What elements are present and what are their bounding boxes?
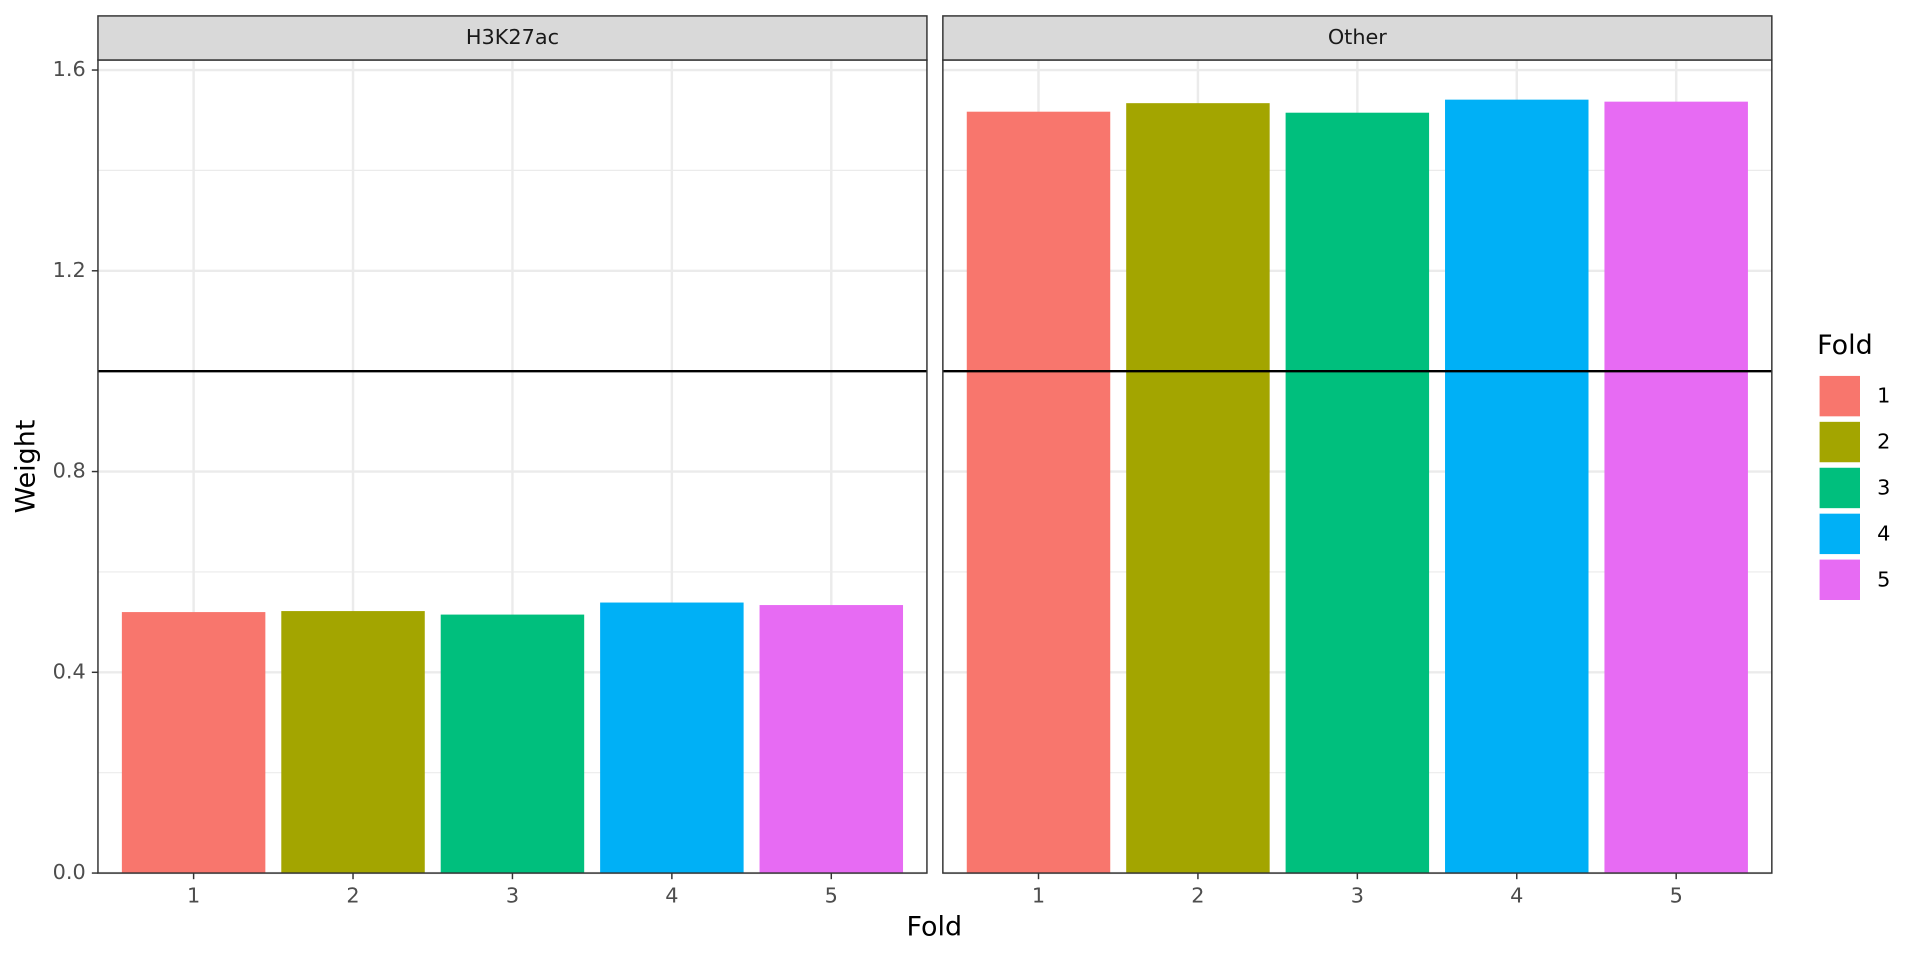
x-tick-label: 3 (506, 883, 519, 907)
bar (121, 612, 266, 874)
bar (966, 111, 1111, 874)
x-tick-label: 3 (1351, 883, 1364, 907)
legend-label: 4 (1877, 521, 1890, 545)
legend-title: Fold (1817, 330, 1873, 361)
x-tick-label: 2 (1191, 883, 1204, 907)
y-tick-label: 0.0 (53, 860, 86, 884)
legend-key (1819, 513, 1860, 555)
x-tick-label: 1 (187, 883, 200, 907)
legend-label: 5 (1877, 567, 1890, 591)
x-axis-title: Fold (906, 912, 962, 943)
y-tick-label: 0.8 (53, 459, 86, 483)
strip-label: Other (1328, 25, 1387, 49)
y-axis-title: Weight (10, 420, 41, 514)
y-tick-label: 0.4 (53, 659, 86, 683)
bar (440, 614, 585, 874)
x-tick-label: 5 (825, 883, 838, 907)
bar (1126, 103, 1270, 874)
x-tick-label: 2 (346, 883, 359, 907)
strip-label: H3K27ac (466, 25, 559, 49)
x-tick-label: 5 (1670, 883, 1683, 907)
legend-key (1819, 421, 1860, 463)
legend-key (1819, 559, 1860, 600)
bar (1285, 112, 1430, 874)
legend-label: 1 (1877, 384, 1890, 408)
x-tick-label: 1 (1032, 883, 1045, 907)
bar (759, 605, 904, 874)
y-tick-label: 1.6 (53, 57, 86, 81)
legend-label: 2 (1877, 430, 1890, 454)
legend-label: 3 (1877, 476, 1890, 500)
x-tick-label: 4 (1510, 883, 1523, 907)
bar (1445, 99, 1589, 874)
legend-key (1819, 375, 1860, 417)
legend-key (1819, 467, 1860, 509)
bar (1604, 101, 1748, 874)
bar (281, 611, 425, 874)
strip (97, 15, 928, 61)
x-tick-label: 4 (665, 883, 678, 907)
strip (942, 15, 1773, 61)
bar (600, 602, 744, 874)
y-tick-label: 1.2 (53, 258, 86, 282)
